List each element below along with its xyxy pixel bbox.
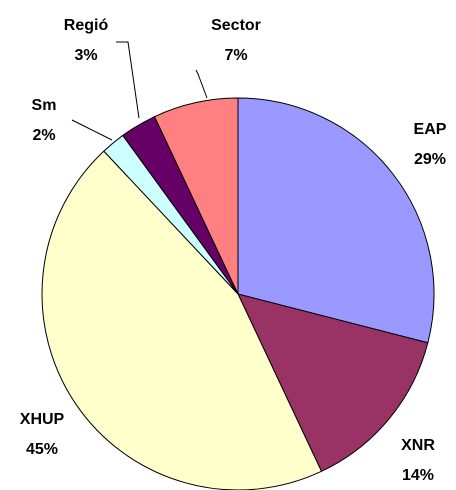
value-label: 45%	[26, 441, 58, 458]
slice-label: Regió	[64, 17, 109, 34]
pie-slice	[153, 97, 239, 295]
pie-slice	[237, 293, 429, 473]
leader-line	[116, 41, 140, 119]
leader-line	[195, 69, 208, 99]
slice-label: XNR	[401, 437, 435, 454]
slice-label: XHUP	[20, 411, 65, 428]
leader-lines	[71, 41, 208, 141]
value-label: 29%	[414, 151, 446, 168]
slice-label: Sector	[211, 17, 261, 34]
leader-line	[71, 119, 113, 141]
pie-slice	[237, 97, 435, 344]
value-label: 2%	[32, 127, 55, 144]
slice-label: EAP	[414, 121, 447, 138]
value-label: 3%	[74, 47, 97, 64]
slice-label: Sm	[32, 97, 57, 114]
value-label: 14%	[402, 467, 434, 484]
value-label: 7%	[224, 47, 247, 64]
